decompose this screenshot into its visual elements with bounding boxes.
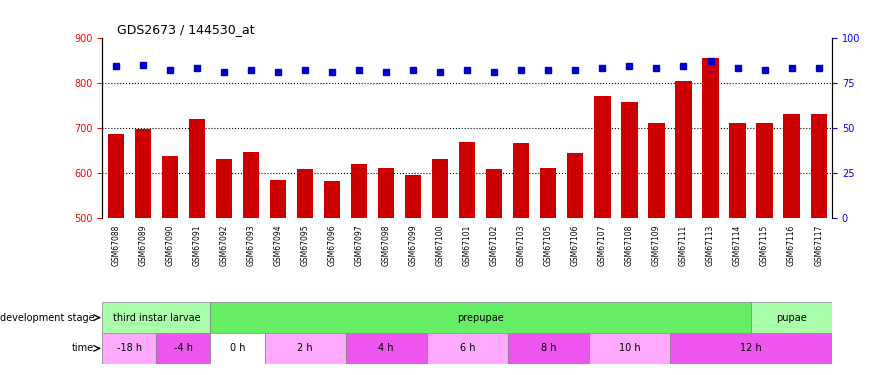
Bar xyxy=(589,333,670,364)
Text: prepupae: prepupae xyxy=(457,313,504,322)
Text: development stage: development stage xyxy=(0,313,94,322)
Text: time: time xyxy=(72,344,94,353)
Text: GSM67099: GSM67099 xyxy=(409,225,417,266)
Bar xyxy=(751,302,832,333)
Bar xyxy=(102,302,210,333)
Bar xyxy=(459,142,475,218)
Text: 10 h: 10 h xyxy=(619,344,640,353)
Text: GSM67094: GSM67094 xyxy=(273,225,282,266)
Text: GSM67117: GSM67117 xyxy=(814,225,823,266)
Text: -18 h: -18 h xyxy=(117,344,142,353)
Bar xyxy=(508,333,589,364)
Text: 0 h: 0 h xyxy=(230,344,246,353)
Bar xyxy=(670,333,832,364)
Text: -4 h: -4 h xyxy=(174,344,193,353)
Text: GSM67101: GSM67101 xyxy=(463,225,472,266)
Bar xyxy=(162,156,178,218)
Text: GSM67111: GSM67111 xyxy=(679,225,688,266)
Bar xyxy=(102,333,157,364)
Text: GSM67098: GSM67098 xyxy=(382,225,391,266)
Bar xyxy=(134,129,151,218)
Bar xyxy=(567,153,584,218)
Bar xyxy=(351,164,368,218)
Bar xyxy=(216,159,232,218)
Text: GSM67088: GSM67088 xyxy=(111,225,120,266)
Bar xyxy=(210,333,264,364)
Bar xyxy=(730,123,746,218)
Bar xyxy=(108,135,124,218)
Bar xyxy=(243,153,259,218)
Bar xyxy=(426,333,508,364)
Text: GSM67100: GSM67100 xyxy=(436,225,445,266)
Text: GSM67090: GSM67090 xyxy=(166,225,174,266)
Text: GSM67107: GSM67107 xyxy=(598,225,607,266)
Bar xyxy=(514,144,530,218)
Text: GSM67113: GSM67113 xyxy=(706,225,715,266)
Text: GSM67115: GSM67115 xyxy=(760,225,769,266)
Bar xyxy=(783,114,800,218)
Text: GSM67116: GSM67116 xyxy=(787,225,797,266)
Bar xyxy=(676,81,692,218)
Text: GSM67102: GSM67102 xyxy=(490,225,498,266)
Bar xyxy=(486,169,502,218)
Bar xyxy=(345,333,426,364)
Bar xyxy=(702,58,718,218)
Text: GSM67108: GSM67108 xyxy=(625,225,634,266)
Bar xyxy=(210,302,751,333)
Text: GDS2673 / 144530_at: GDS2673 / 144530_at xyxy=(117,23,255,36)
Text: GSM67109: GSM67109 xyxy=(652,225,661,266)
Text: GSM67097: GSM67097 xyxy=(354,225,364,266)
Bar xyxy=(189,118,205,218)
Bar xyxy=(324,181,340,218)
Bar xyxy=(433,159,449,218)
Bar xyxy=(378,168,394,218)
Text: 6 h: 6 h xyxy=(459,344,475,353)
Bar xyxy=(540,168,556,218)
Bar xyxy=(405,175,421,218)
Text: GSM67091: GSM67091 xyxy=(192,225,201,266)
Bar xyxy=(595,96,611,218)
Bar xyxy=(264,333,345,364)
Text: GSM67114: GSM67114 xyxy=(733,225,742,266)
Bar xyxy=(621,102,637,218)
Bar xyxy=(157,333,210,364)
Text: GSM67106: GSM67106 xyxy=(570,225,580,266)
Text: 4 h: 4 h xyxy=(378,344,394,353)
Text: GSM67105: GSM67105 xyxy=(544,225,553,266)
Text: GSM67096: GSM67096 xyxy=(328,225,336,266)
Text: pupae: pupae xyxy=(776,313,807,322)
Text: GSM67095: GSM67095 xyxy=(301,225,310,266)
Text: 2 h: 2 h xyxy=(297,344,313,353)
Bar xyxy=(270,180,287,218)
Bar xyxy=(756,123,773,218)
Bar xyxy=(297,169,313,218)
Text: third instar larvae: third instar larvae xyxy=(113,313,200,322)
Text: GSM67089: GSM67089 xyxy=(138,225,148,266)
Bar xyxy=(811,114,827,218)
Text: 8 h: 8 h xyxy=(540,344,556,353)
Text: GSM67092: GSM67092 xyxy=(220,225,229,266)
Text: GSM67093: GSM67093 xyxy=(247,225,255,266)
Text: GSM67103: GSM67103 xyxy=(517,225,526,266)
Text: 12 h: 12 h xyxy=(740,344,762,353)
Bar xyxy=(648,123,665,218)
